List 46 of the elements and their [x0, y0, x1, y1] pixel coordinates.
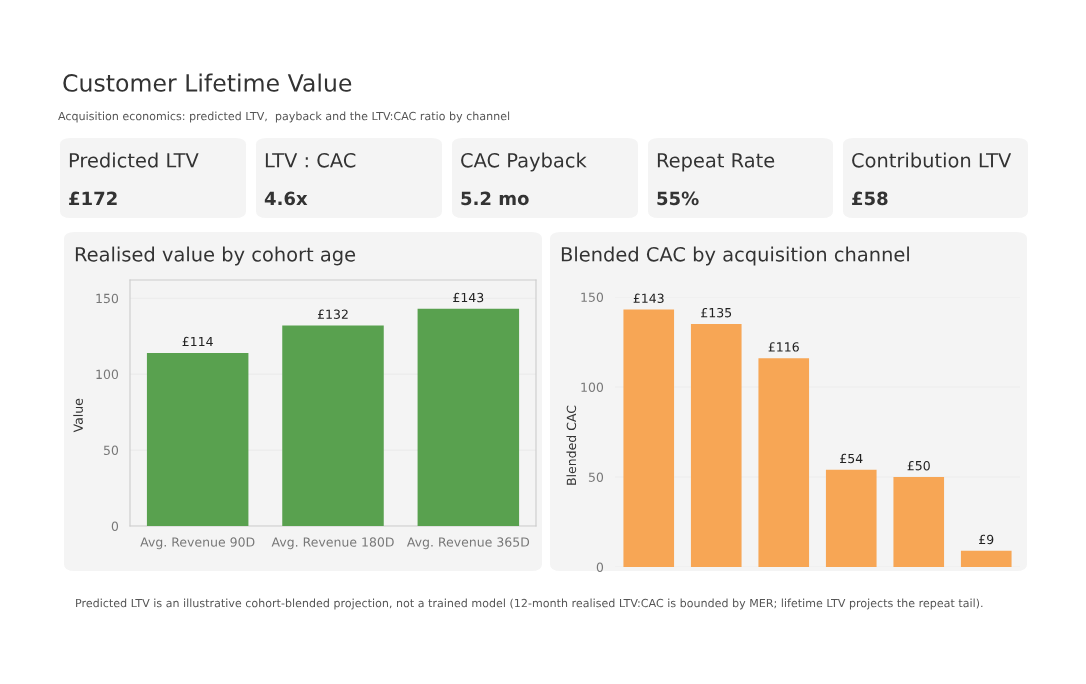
- text: Acquisition economics: predicted LTV, payback and the LTV:CAC ratio by channel: [58, 111, 510, 123]
- data-label: £9: [979, 534, 994, 545]
- bar: [893, 477, 945, 567]
- data-label: £54: [840, 453, 863, 464]
- chart-title: Blended CAC by acquisition channel: [561, 246, 909, 266]
- y-tick-label: 100: [96, 369, 119, 380]
- bar: [960, 550, 1012, 567]
- text: Repeat Rate: [657, 153, 775, 172]
- y-tick-label: 0: [596, 562, 604, 572]
- bar: [825, 469, 877, 567]
- bar: [623, 309, 675, 567]
- text: 5.2 mo: [461, 191, 529, 206]
- chart-title: Realised value by cohort age: [75, 246, 356, 266]
- y-axis-title: Value: [73, 398, 83, 433]
- text: CAC Payback: [461, 152, 587, 172]
- data-label: £116: [768, 342, 799, 352]
- y-tick-label: 150: [96, 293, 119, 304]
- y-axis-title: Blended CAC: [566, 405, 577, 485]
- data-label: £132: [317, 309, 348, 319]
- bar: [690, 324, 742, 567]
- text: Customer Lifetime Value: [63, 73, 352, 92]
- data-label: £50: [907, 460, 930, 471]
- text: Contribution LTV: [852, 152, 1012, 168]
- bar: [417, 308, 520, 526]
- text: £172: [69, 191, 117, 205]
- y-tick-label: 0: [111, 521, 119, 531]
- bar: [146, 352, 249, 526]
- text: LTV : CAC: [265, 152, 356, 168]
- text: Predicted LTV is an illustrative cohort-blended projection, not a trained model (12-month realised LTV:CAC is bounded by MER; lifetime LTV projects the repeat tail).: [76, 598, 983, 610]
- y-tick-label: 150: [581, 292, 604, 302]
- x-tick-label: Avg. Revenue 365D: [406, 537, 530, 550]
- text: 4.6x: [264, 191, 308, 206]
- y-tick-label: 50: [588, 472, 604, 482]
- data-label: £114: [182, 336, 213, 347]
- data-label: £135: [701, 307, 732, 318]
- y-tick-label: 50: [103, 445, 119, 455]
- y-tick-label: 100: [581, 382, 604, 392]
- data-label: £143: [633, 293, 664, 304]
- text: £58: [852, 191, 888, 206]
- x-tick-label: Avg. Revenue 90D: [140, 537, 255, 550]
- data-label: £143: [453, 292, 484, 303]
- bar: [758, 358, 810, 567]
- text: Predicted LTV: [69, 152, 199, 168]
- x-tick-label: Avg. Revenue 180D: [271, 537, 394, 550]
- bar: [282, 325, 384, 526]
- text: 55%: [657, 191, 699, 206]
